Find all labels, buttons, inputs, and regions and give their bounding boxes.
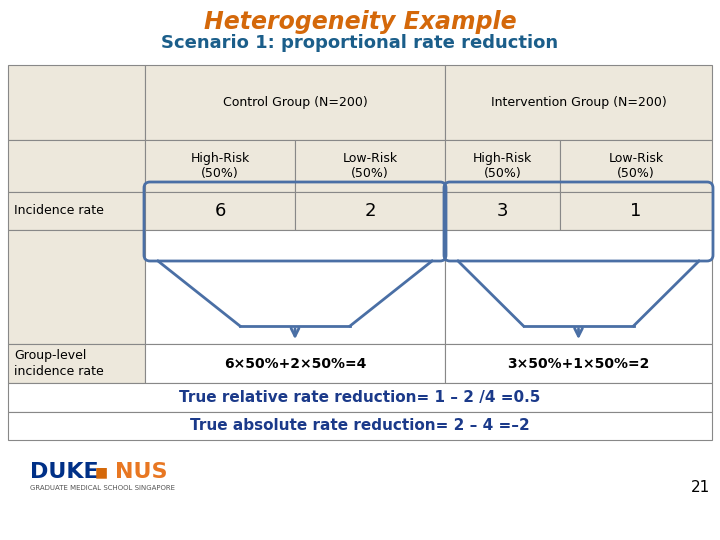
Text: True relative rate reduction= 1 – 2 /4 =0.5: True relative rate reduction= 1 – 2 /4 =…	[179, 390, 541, 405]
Text: 21: 21	[690, 481, 710, 496]
Bar	[145, 140, 295, 192]
Text: Incidence rate: Incidence rate	[14, 205, 104, 218]
Text: High-Risk
(50%): High-Risk (50%)	[190, 152, 250, 180]
Text: Intervention Group (N=200): Intervention Group (N=200)	[490, 96, 667, 109]
Text: 1: 1	[630, 202, 642, 220]
Text: Low-Risk
(50%): Low-Risk (50%)	[343, 152, 397, 180]
Bar	[560, 192, 712, 230]
Text: ■: ■	[95, 465, 108, 479]
Bar	[445, 344, 712, 383]
Text: Heterogeneity Example: Heterogeneity Example	[204, 10, 516, 34]
Bar	[8, 140, 145, 192]
Bar	[8, 344, 145, 383]
Bar	[8, 65, 145, 140]
Text: 6: 6	[215, 202, 225, 220]
Bar	[145, 65, 445, 140]
Text: High-Risk
(50%): High-Risk (50%)	[473, 152, 532, 180]
Bar	[445, 65, 712, 140]
Bar	[8, 412, 712, 440]
Text: 3×50%+1×50%=2: 3×50%+1×50%=2	[508, 356, 649, 370]
Bar	[8, 383, 712, 412]
Text: Scenario 1: proportional rate reduction: Scenario 1: proportional rate reduction	[161, 34, 559, 52]
Bar	[145, 230, 445, 344]
Text: 2: 2	[364, 202, 376, 220]
Text: True absolute rate reduction= 2 – 4 =–2: True absolute rate reduction= 2 – 4 =–2	[190, 418, 530, 434]
Bar	[445, 140, 560, 192]
Bar	[145, 344, 445, 383]
Text: Group-level
incidence rate: Group-level incidence rate	[14, 349, 104, 378]
Text: 3: 3	[497, 202, 508, 220]
Bar	[295, 140, 445, 192]
Bar	[8, 192, 145, 230]
Bar	[295, 192, 445, 230]
Bar	[560, 140, 712, 192]
Text: Control Group (N=200): Control Group (N=200)	[222, 96, 367, 109]
Text: NUS: NUS	[115, 462, 168, 482]
Bar	[445, 192, 560, 230]
Bar	[145, 192, 295, 230]
Text: 6×50%+2×50%=4: 6×50%+2×50%=4	[224, 356, 366, 370]
Text: Low-Risk
(50%): Low-Risk (50%)	[608, 152, 664, 180]
Text: DUKE: DUKE	[30, 462, 99, 482]
Bar	[8, 230, 145, 344]
Text: GRADUATE MEDICAL SCHOOL SINGAPORE: GRADUATE MEDICAL SCHOOL SINGAPORE	[30, 485, 175, 491]
Bar	[445, 230, 712, 344]
